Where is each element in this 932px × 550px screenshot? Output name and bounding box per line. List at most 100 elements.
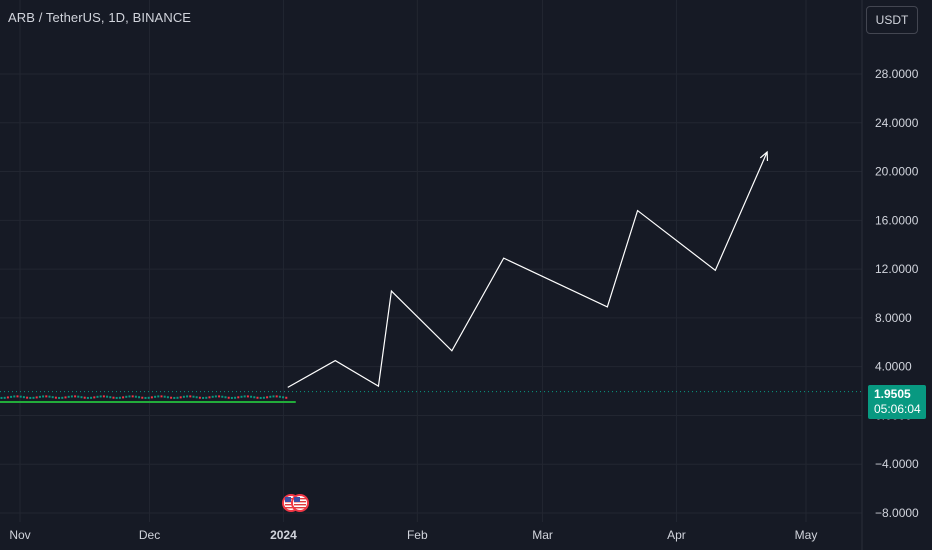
candle [282,396,285,399]
candle [275,395,278,398]
candle [173,396,176,399]
candle [0,396,3,399]
candle [112,396,115,399]
y-tick-label: −4.0000 [875,457,919,471]
x-tick-label: Dec [139,528,160,542]
y-tick-label: 28.0000 [875,67,919,81]
candle [74,395,77,398]
candle [262,396,265,399]
candle [80,396,83,399]
candle [141,396,144,399]
candle [208,396,211,399]
candle [259,396,262,399]
candle [45,395,48,398]
candle [134,395,137,398]
candle [218,395,221,398]
y-tick-label: 24.0000 [875,116,919,130]
candle [237,396,240,399]
candle [83,396,86,399]
candle [38,395,41,398]
candle [138,396,141,399]
candle [157,395,160,398]
candle [195,396,198,399]
candle [115,396,118,399]
candle [10,395,13,398]
candles-area [0,395,288,399]
candle [122,396,125,399]
candle [211,395,214,398]
candle [61,396,64,399]
candle [3,396,6,399]
x-tick-label: Nov [9,528,30,542]
candle [163,395,166,398]
candle [243,395,246,398]
x-tick-label: Mar [532,528,553,542]
candle [99,395,102,398]
candle [192,395,195,398]
candle [266,396,269,399]
candle [96,395,99,398]
candle [32,396,35,399]
candle [202,396,205,399]
candle [22,396,25,399]
candle [246,395,249,398]
flag-stripe [294,504,306,506]
candle [26,396,29,399]
y-tick-label: 20.0000 [875,165,919,179]
candle [13,395,16,398]
candle [256,396,259,399]
last-price-value: 1.9505 [874,387,911,401]
candle [48,395,51,398]
candle [118,396,121,399]
candle [64,396,67,399]
candle [58,396,61,399]
candle [278,395,281,398]
bar-countdown: 05:06:04 [874,402,921,416]
candle [109,396,112,399]
candle [90,396,93,399]
candle [70,395,73,398]
flag-canton [285,497,291,502]
y-tick-label: 12.0000 [875,262,919,276]
candle [93,396,96,399]
candle [125,395,128,398]
candle [205,396,208,399]
candle [16,395,19,398]
event-icons[interactable] [282,494,309,512]
flag-stripe [285,507,297,509]
candle [160,395,163,398]
candle [35,396,38,399]
candle [154,395,157,398]
candle [77,395,80,398]
x-tick-label: May [795,528,818,542]
us-flag-event-icon[interactable] [291,494,309,512]
candle [227,396,230,399]
candle [102,395,105,398]
x-tick-label: Feb [407,528,428,542]
candle [214,395,217,398]
y-tick-label: −8.0000 [875,506,919,520]
candle [147,396,150,399]
candle [189,395,192,398]
last-price-badge: 1.9505 05:06:04 [868,385,926,419]
candle [67,395,70,398]
candle [150,396,153,399]
candle [272,395,275,398]
candle [253,396,256,399]
candle [42,395,45,398]
candle [131,395,134,398]
chart-grid [0,0,862,522]
candle [182,395,185,398]
candle [285,396,288,399]
currency-button[interactable]: USDT [866,6,918,34]
flag-stripe [285,504,297,506]
y-tick-label: 8.0000 [875,311,912,325]
candle [86,396,89,399]
candle [198,396,201,399]
flag-canton [294,497,300,502]
candle [230,396,233,399]
arrow-head [759,150,769,162]
candle [269,395,272,398]
axes: 28.0000 24.0000 20.0000 16.0000 12.0000 8.000… [9,0,919,550]
